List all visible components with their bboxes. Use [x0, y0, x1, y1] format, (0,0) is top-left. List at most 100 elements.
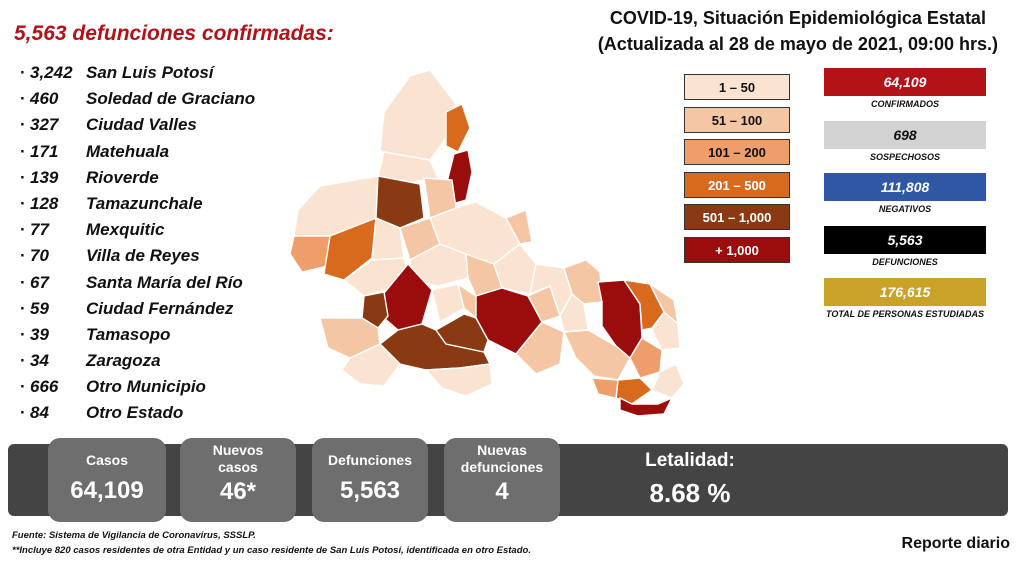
legend-range: 101 – 200 [684, 139, 790, 166]
stat-label: NEGATIVOS [878, 204, 932, 214]
map-region [323, 217, 377, 281]
headline-deaths: 5,563 defunciones confirmadas: [14, 22, 334, 45]
map-region [563, 329, 631, 381]
stat-defunciones: 5,563 DEFUNCIONES [824, 225, 986, 279]
map-region [651, 363, 685, 399]
list-item-count: 70 [30, 246, 49, 266]
map-region [629, 337, 663, 379]
list-item-count: 67 [30, 272, 49, 292]
letalidad: Letalidad: 8.68 % [600, 450, 780, 509]
list-item: · 84 Otro Estado [20, 400, 255, 426]
stat-negativos: 111,808 NEGATIVOS [824, 173, 986, 226]
stat-sospechosos: 698 SOSPECHOSOS [824, 120, 986, 174]
list-item-name: Villa de Reyes [86, 246, 200, 266]
list-item: · 70 Villa de Reyes [20, 243, 255, 269]
card-label-line-2: casos [218, 459, 258, 475]
map-legend: 1 – 50 51 – 100 101 – 200 201 – 500 501 … [684, 74, 790, 270]
map-region [341, 343, 401, 387]
list-item-name: Matehuala [86, 141, 170, 161]
letalidad-label: Letalidad: [645, 450, 735, 471]
list-item: · 460 Soledad de Graciano [20, 86, 255, 112]
legend-range: 1 – 50 [684, 74, 790, 100]
map-region [377, 151, 439, 185]
state-choropleth-map [289, 69, 685, 417]
list-item-name: Otro Estado [86, 403, 184, 423]
map-region [289, 235, 331, 273]
map-region [425, 363, 493, 397]
map-region [619, 397, 673, 417]
title-line-1: COVID-19, Situación Epidemiológica Estat… [609, 8, 986, 28]
card-label: Nuevos casos [180, 438, 296, 476]
map-region [375, 175, 425, 229]
card-label-line-1: Nuevas [477, 442, 527, 458]
list-item-count: 171 [30, 141, 59, 161]
legend-range: 51 – 100 [684, 106, 790, 133]
list-item-count: 59 [30, 298, 49, 318]
list-item: · 3,242 San Luis Potosí [20, 60, 255, 86]
list-item-count: 460 [30, 89, 59, 109]
list-item-count: 34 [30, 351, 49, 371]
list-item-count: 39 [30, 324, 49, 344]
map-region [445, 103, 471, 153]
card-nuevas-defunciones: Nuevas defunciones 4 [444, 438, 560, 522]
card-nuevos-casos: Nuevos casos 46* [180, 438, 296, 522]
list-item: · 666 Otro Municipio [20, 374, 255, 400]
list-item: · 327 Ciudad Valles [20, 112, 255, 138]
list-item: · 67 Santa María del Río [20, 270, 255, 296]
card-label-line-1: Nuevos [212, 442, 264, 458]
list-item-name: Zaragoza [86, 351, 161, 371]
stat-label: TOTAL DE PERSONAS ESTUDIADAS [825, 309, 985, 319]
page-title: COVID-19, Situación Epidemiológica Estat… [598, 5, 998, 57]
card-defunciones: Defunciones 5,563 [312, 438, 428, 522]
map-region [651, 311, 681, 351]
title-line-2: (Actualizada al 28 de mayo de 2021, 09:0… [597, 34, 998, 54]
municipality-deaths-list: · 3,242 San Luis Potosí · 460 Soledad de Gra… [20, 60, 255, 427]
list-item: · 77 Mexquitic [20, 217, 255, 243]
legend-range: + 1,000 [684, 236, 790, 263]
list-item: · 59 Ciudad Fernández [20, 296, 255, 322]
card-casos: Casos 64,109 [48, 438, 166, 522]
card-value: 5,563 [339, 477, 401, 504]
list-item-count: 327 [30, 115, 59, 135]
list-item-name: Santa María del Río [86, 272, 243, 292]
map-region [361, 291, 389, 329]
map-region [515, 321, 565, 375]
stat-value: 176,615 [824, 278, 986, 306]
list-item-count: 128 [30, 193, 59, 213]
list-item-name: San Luis Potosí [86, 63, 214, 82]
case-statistics: 64,109 CONFIRMADOS 698 SOSPECHOSOS 111,8… [824, 68, 986, 331]
legend-range: 201 – 500 [684, 171, 790, 198]
list-item-name: Soledad de Graciano [86, 89, 256, 109]
card-label: Nuevas defunciones [444, 438, 560, 476]
stat-confirmados: 64,109 CONFIRMADOS [824, 68, 986, 121]
list-item-count: 3,242 [30, 63, 73, 82]
stat-label: CONFIRMADOS [871, 99, 939, 109]
list-item-name: Mexquitic [86, 220, 165, 240]
card-value: 46* [219, 478, 257, 505]
list-item: · 34 Zaragoza [20, 348, 255, 374]
list-item-name: Otro Municipio [86, 377, 206, 397]
card-label-line-2: defunciones [460, 459, 544, 475]
cases-footnote: **Incluye 820 casos residentes de otra E… [12, 545, 531, 556]
report-label: Reporte diario [901, 535, 1010, 552]
list-item-count: 77 [30, 220, 49, 240]
stat-value: 5,563 [824, 225, 986, 254]
map-region [505, 209, 533, 245]
stat-label: DEFUNCIONES [872, 256, 938, 267]
map-region [379, 69, 457, 165]
list-item: · 139 Rioverde [20, 165, 255, 191]
list-item: · 171 Matehuala [20, 139, 255, 165]
list-item-name: Ciudad Fernández [86, 298, 234, 318]
stat-value: 64,109 [824, 68, 986, 96]
list-item-count: 139 [30, 167, 59, 187]
card-value: 4 [495, 478, 509, 505]
source-footnote: Fuente: Sistema de Vigilancia de Coronav… [12, 530, 256, 541]
list-item-count: 666 [30, 377, 59, 397]
stat-label: SOSPECHOSOS [869, 151, 941, 162]
list-item-name: Ciudad Valles [86, 115, 197, 135]
letalidad-value: 8.68 % [649, 478, 731, 508]
list-item-name: Rioverde [86, 167, 159, 187]
list-item: · 39 Tamasopo [20, 322, 255, 348]
stat-value: 698 [824, 120, 986, 149]
list-item-name: Tamazunchale [86, 193, 203, 213]
